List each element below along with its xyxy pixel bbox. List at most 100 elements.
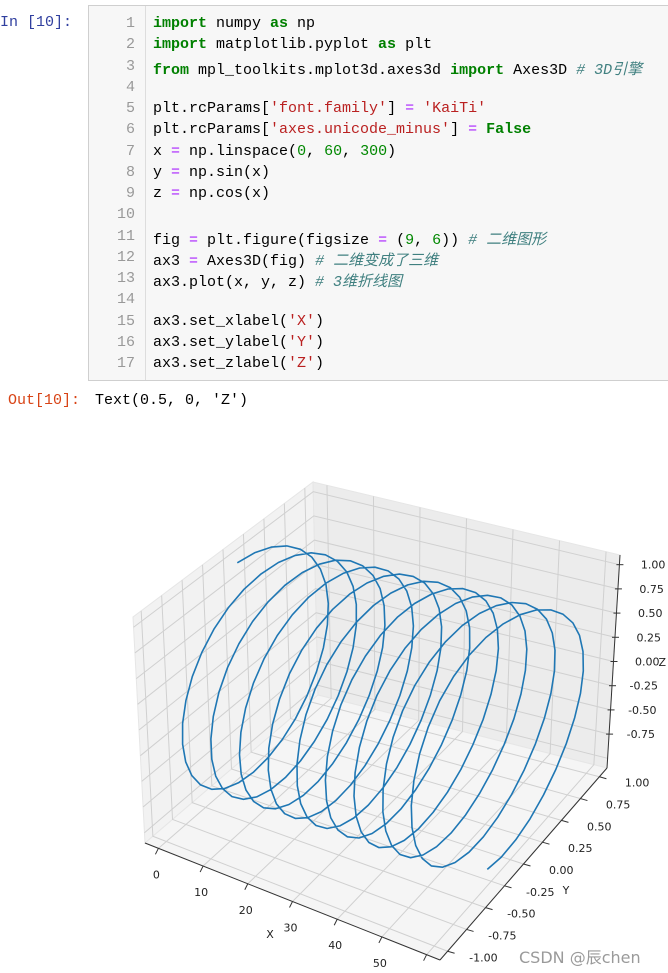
y-tick bbox=[561, 819, 569, 823]
code-token: mpl_toolkits.mplot3d.axes3d bbox=[189, 61, 451, 79]
code-token: 'Y' bbox=[288, 333, 316, 351]
code-token: , bbox=[306, 142, 325, 160]
code-token: 'X' bbox=[288, 312, 316, 330]
code-line: fig = plt.figure(figsize = (9, 6)) # 二维图… bbox=[153, 228, 546, 249]
gridline-y bbox=[161, 595, 467, 930]
line-number: 16 bbox=[116, 333, 135, 351]
y-tick-label: -1.00 bbox=[469, 951, 497, 964]
code-token: matplotlib.pyplot bbox=[207, 36, 379, 54]
y-tick-label: 0.00 bbox=[549, 864, 574, 877]
code-token: plt bbox=[396, 36, 433, 54]
code-token: ) bbox=[315, 333, 325, 351]
y-tick-label: -0.25 bbox=[526, 886, 554, 899]
code-token: ax3.plot(x, y, z) bbox=[153, 274, 316, 291]
gridline-z bbox=[137, 563, 616, 705]
code-token: ax3.set_xlabel( bbox=[153, 312, 289, 330]
code-token: import bbox=[450, 61, 505, 79]
code-line: x = np.linspace(0, 60, 300) bbox=[153, 143, 396, 160]
line-number: 10 bbox=[116, 206, 135, 224]
y-tick bbox=[447, 950, 455, 954]
code-line: plt.rcParams['font.family'] = 'KaiTi' bbox=[153, 100, 486, 117]
code-token: 'KaiTi' bbox=[423, 100, 487, 117]
code-token: 0 bbox=[297, 142, 307, 160]
y-tick bbox=[485, 907, 493, 911]
code-token: np bbox=[288, 15, 316, 32]
x-axis-label: X bbox=[266, 928, 274, 941]
x-tick-label: 50 bbox=[373, 957, 387, 970]
y-tick bbox=[466, 928, 474, 932]
gridline-z bbox=[138, 587, 614, 731]
series-line bbox=[181, 545, 585, 871]
code-token: False bbox=[486, 121, 532, 139]
x-tick-label: 10 bbox=[194, 886, 208, 899]
code-token: , bbox=[414, 231, 433, 249]
code-token bbox=[477, 121, 486, 138]
line-number: 14 bbox=[116, 291, 135, 309]
line-number: 3 bbox=[125, 57, 135, 75]
y-tick bbox=[599, 776, 607, 780]
code-token: from bbox=[153, 61, 190, 79]
code-cell[interactable]: 1 2 3 4 5 6 7 8 9 10 11 12 13 14 15 16 17 import numpy a… bbox=[88, 5, 668, 381]
code-token: = bbox=[189, 231, 199, 249]
line-number: 17 bbox=[116, 355, 135, 372]
code-line: import matplotlib.pyplot as plt bbox=[153, 36, 432, 53]
y-tick-label: 0.75 bbox=[606, 799, 631, 812]
code-token: Axes3D(fig) bbox=[198, 252, 316, 270]
code-token: import bbox=[153, 36, 208, 54]
y-tick bbox=[542, 841, 550, 845]
code-token: ax3.set_zlabel( bbox=[153, 355, 289, 372]
output-text: Text(0.5, 0, 'Z') bbox=[95, 392, 249, 409]
code-token: fig bbox=[153, 231, 190, 249]
code-line: ax3 = Axes3D(fig) # 二维变成了三维 bbox=[153, 249, 438, 270]
y-axis-label: Y bbox=[562, 884, 570, 897]
line-number: 6 bbox=[125, 121, 135, 139]
z-tick-label: -0.50 bbox=[628, 704, 656, 717]
y-tick-label: 0.50 bbox=[587, 820, 612, 833]
code-token: = bbox=[171, 185, 181, 202]
code-token: plt.rcParams[ bbox=[153, 121, 271, 139]
x-tick bbox=[378, 936, 383, 944]
code-token: ] bbox=[450, 121, 469, 139]
line-number: 4 bbox=[125, 78, 135, 96]
code-token: ) bbox=[315, 312, 325, 330]
line-number: 15 bbox=[116, 312, 135, 330]
code-token: Axes3D bbox=[504, 61, 577, 79]
y-tick bbox=[580, 798, 588, 802]
code-token: plt.figure(figsize bbox=[198, 231, 379, 249]
code-token: ax3.set_ylabel( bbox=[153, 333, 289, 351]
gridline-y bbox=[140, 610, 448, 952]
code-token: = bbox=[405, 100, 415, 117]
y-tick-label: -0.50 bbox=[507, 908, 535, 921]
code-token: # 二维变成了三维 bbox=[315, 252, 439, 270]
3d-line-plot: 0102030405060-1.00-0.75-0.50-0.250.000.2… bbox=[132, 481, 666, 970]
gridline-x bbox=[336, 529, 514, 920]
code-token bbox=[414, 100, 423, 117]
y-tick bbox=[523, 863, 531, 867]
code-token: import bbox=[153, 15, 208, 32]
x-tick bbox=[289, 901, 293, 908]
code-line: z = np.cos(x) bbox=[153, 185, 270, 202]
code-token: 9 bbox=[405, 231, 415, 249]
code-token: y bbox=[153, 163, 172, 181]
line-number: 1 bbox=[125, 15, 135, 32]
code-token: # 3维折线图 bbox=[315, 274, 403, 291]
line-number: 9 bbox=[125, 185, 135, 202]
code-token: )) bbox=[441, 231, 469, 249]
line-number: 2 bbox=[125, 36, 135, 54]
code-line: ax3.set_ylabel('Y') bbox=[153, 334, 324, 351]
gridline-z bbox=[141, 636, 611, 782]
code-line: ax3.set_xlabel('X') bbox=[153, 313, 324, 330]
input-prompt: In [10]: bbox=[0, 14, 73, 31]
output-prompt: Out[10]: bbox=[8, 392, 81, 409]
line-number: 8 bbox=[125, 163, 135, 181]
code-token: = bbox=[171, 163, 181, 181]
gridline-y bbox=[222, 549, 524, 865]
code-token: 'Z' bbox=[288, 355, 316, 372]
code-token: , bbox=[342, 142, 361, 160]
code-token: 'axes.unicode_minus' bbox=[270, 121, 451, 139]
code-token: x bbox=[153, 142, 172, 160]
code-token: np.linspace( bbox=[180, 142, 298, 160]
x-tick bbox=[154, 848, 159, 855]
gridline-y bbox=[283, 503, 581, 800]
code-token: 60 bbox=[324, 142, 343, 160]
